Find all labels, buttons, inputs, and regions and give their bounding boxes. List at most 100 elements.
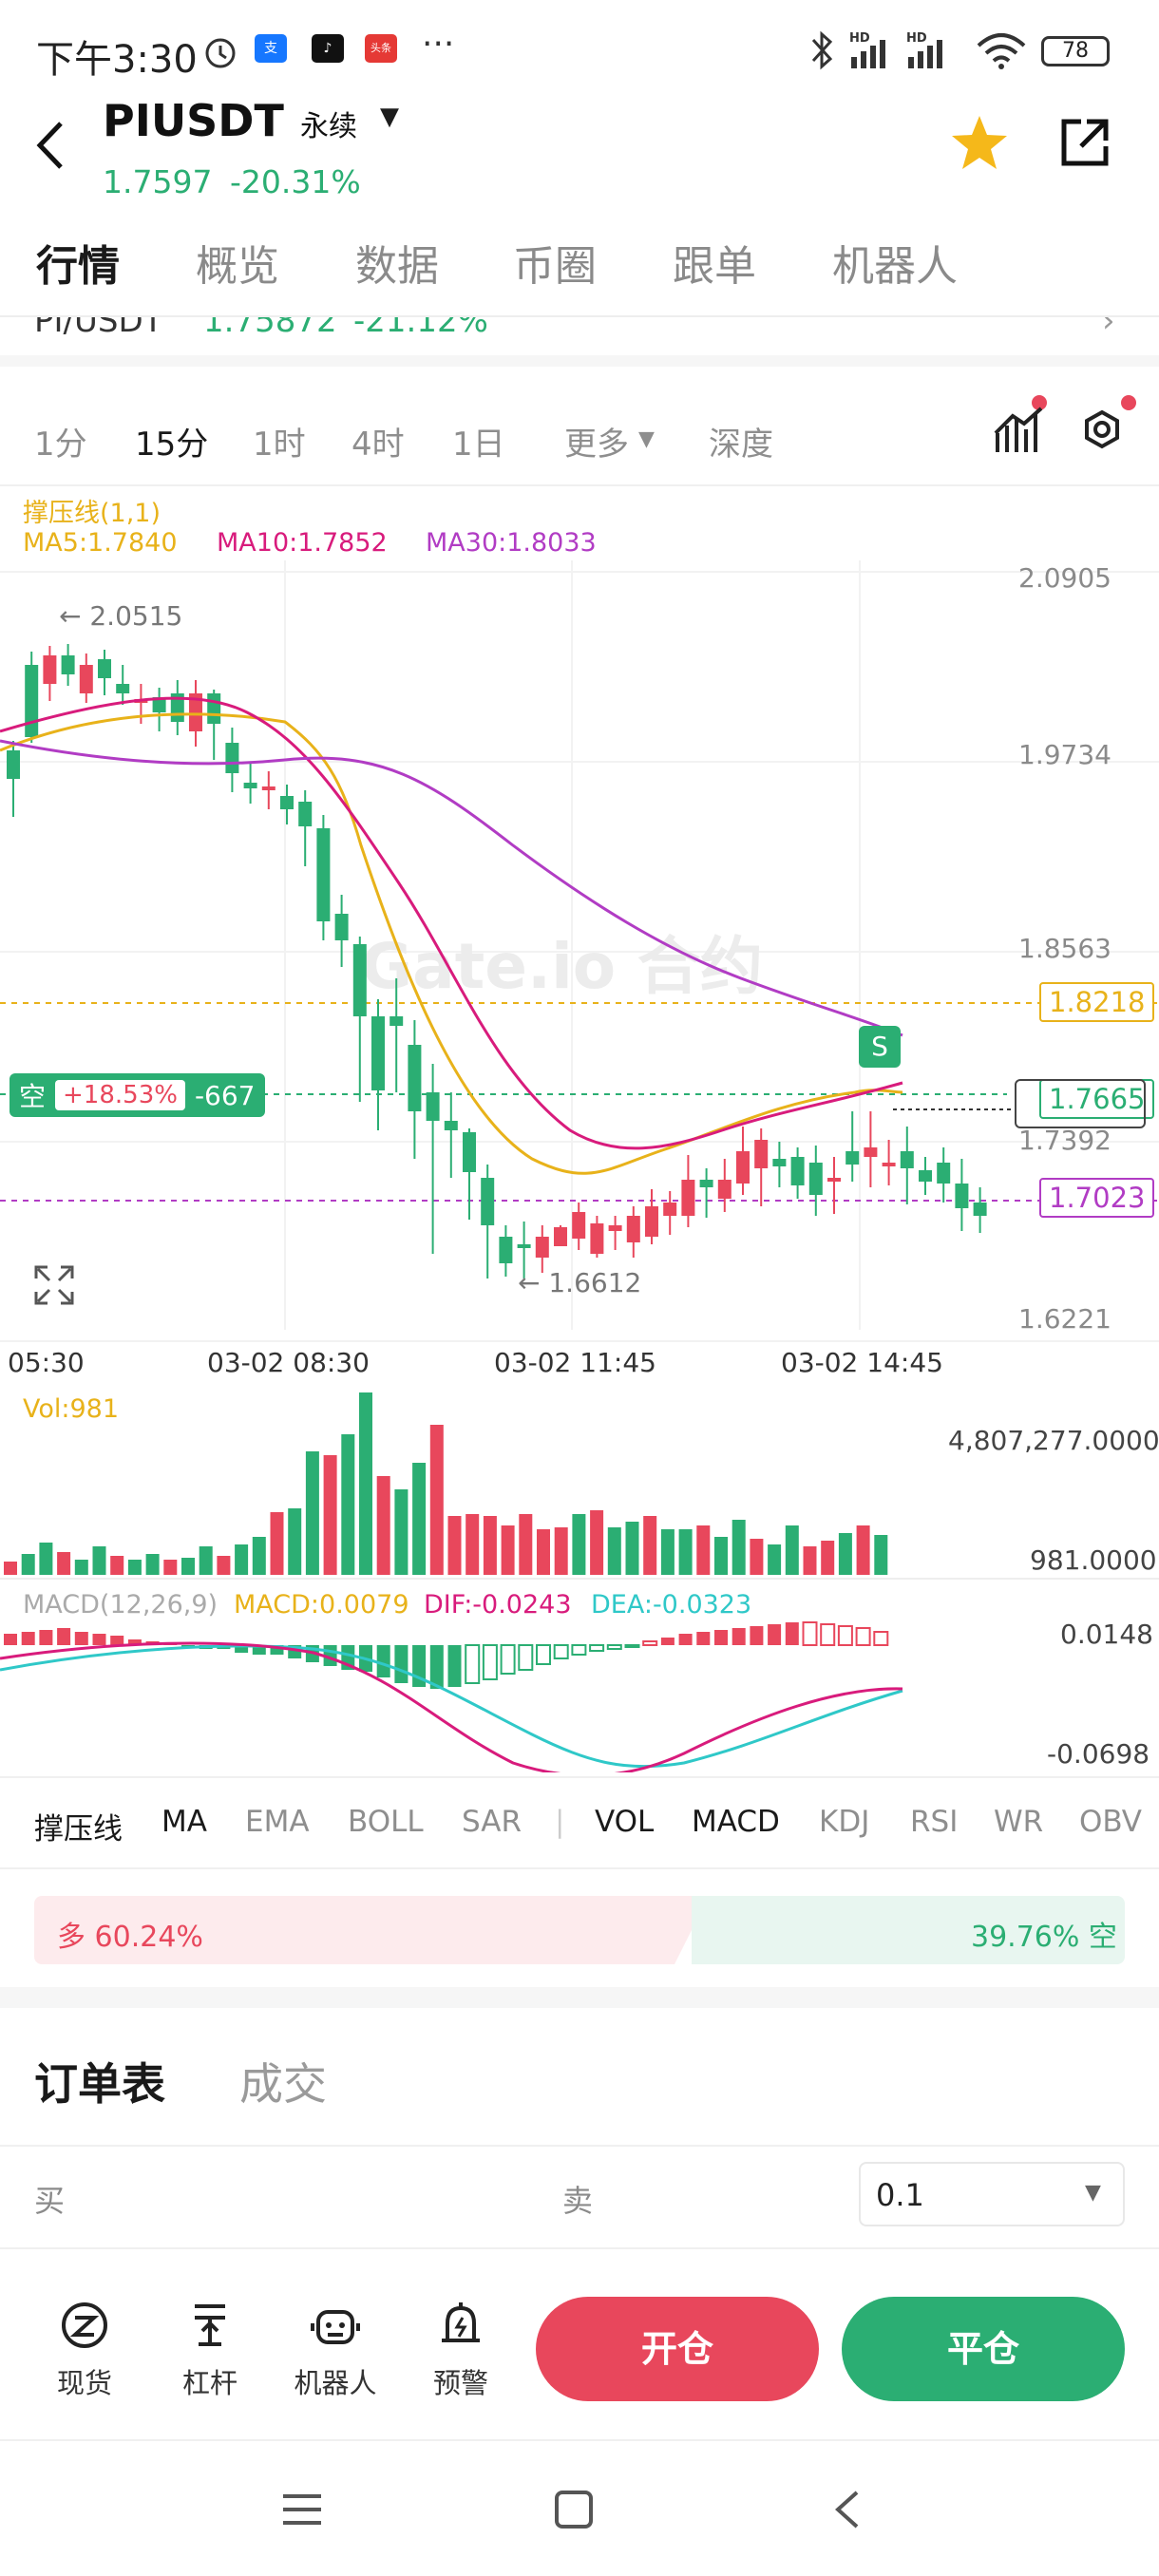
- candle-body: [371, 1016, 385, 1090]
- contract-symbol: PIUSDT: [103, 95, 284, 146]
- tiktok-icon: ♪: [312, 34, 344, 63]
- position-tag[interactable]: 空 +18.53% -667: [10, 1073, 265, 1117]
- macd-lines: [0, 1641, 903, 1772]
- depth-tab[interactable]: 深度: [709, 426, 773, 464]
- system-back-icon[interactable]: [828, 2487, 866, 2532]
- tab-bots[interactable]: 机器人: [832, 242, 958, 291]
- menu-icon[interactable]: [279, 2491, 325, 2529]
- timeframe-more[interactable]: 更多: [564, 426, 629, 464]
- ma-lines: [0, 696, 903, 1175]
- share-icon[interactable]: [1056, 114, 1113, 171]
- indicator-sar[interactable]: SAR: [462, 1805, 522, 1839]
- volume-bar: [305, 1451, 319, 1575]
- candle-body: [846, 1151, 860, 1165]
- volume-bar: [217, 1556, 231, 1575]
- spot-reference-row[interactable]: PI/USDT 1.75872 -21.12% ›: [0, 317, 1159, 346]
- volume-bar: [252, 1537, 266, 1575]
- indicator-kdj[interactable]: KDJ: [819, 1805, 870, 1839]
- countdown-box: [1015, 1079, 1146, 1128]
- section-gap: [0, 1987, 1159, 2008]
- indicator-settings-icon[interactable]: [992, 391, 1047, 458]
- macd-histogram-bar: [624, 1644, 640, 1648]
- sell-marker[interactable]: S: [859, 1026, 901, 1068]
- volume-bars: [0, 1392, 1159, 1580]
- tab-overview[interactable]: 概览: [196, 242, 279, 291]
- favorite-star-icon[interactable]: [948, 112, 1011, 175]
- volume-bar: [127, 1560, 142, 1575]
- volume-bar: [554, 1527, 568, 1575]
- indicator-rsi[interactable]: RSI: [910, 1805, 959, 1839]
- tab-community[interactable]: 币圈: [513, 242, 597, 291]
- home-icon[interactable]: [553, 2489, 595, 2530]
- indicator-boll[interactable]: BOLL: [348, 1805, 424, 1839]
- candle-group: [7, 644, 987, 1279]
- position-pnl: +18.53%: [55, 1080, 185, 1110]
- dif-line: [0, 1641, 903, 1772]
- indicator-ma[interactable]: MA: [162, 1805, 207, 1839]
- nav-alerts-label: 预警: [432, 2367, 488, 2399]
- price-axis-label: 2.0905: [1018, 562, 1112, 594]
- tab-trades[interactable]: 成交: [239, 2058, 327, 2110]
- indicator-ema[interactable]: EMA: [245, 1805, 310, 1839]
- candle-body: [717, 1180, 732, 1199]
- position-qty: -667: [194, 1079, 256, 1111]
- macd-top-label: 0.0148: [1060, 1619, 1153, 1650]
- close-position-button[interactable]: 平仓: [842, 2297, 1125, 2401]
- nav-alerts[interactable]: 预警: [408, 2299, 513, 2401]
- volume-bar: [572, 1514, 586, 1575]
- timeframe-1h[interactable]: 1时: [253, 426, 306, 464]
- nav-spot[interactable]: 现货: [32, 2299, 137, 2401]
- dea-value: DEA:-0.0323: [591, 1590, 752, 1619]
- contract-type[interactable]: 永续: [300, 110, 357, 143]
- timeframe-1m[interactable]: 1分: [34, 426, 87, 464]
- volume-bar: [856, 1525, 870, 1575]
- nav-margin[interactable]: 杠杆: [158, 2299, 262, 2401]
- volume-bar: [57, 1552, 71, 1575]
- spot-price: 1.75872: [203, 317, 337, 340]
- contract-dropdown-icon[interactable]: ▼: [380, 103, 399, 131]
- nav-bots[interactable]: 机器人: [283, 2299, 388, 2401]
- volume-macd-chart[interactable]: [0, 1392, 1159, 1772]
- indicator-vol[interactable]: VOL: [595, 1805, 655, 1839]
- tab-orderbook[interactable]: 订单表: [34, 2058, 165, 2110]
- indicator-macd[interactable]: MACD: [692, 1805, 780, 1839]
- tab-data[interactable]: 数据: [355, 242, 439, 291]
- candle-body: [334, 914, 349, 940]
- timeframe-15m[interactable]: 15分: [135, 426, 209, 464]
- macd-histogram-bar: [785, 1622, 799, 1645]
- timeframe-4h[interactable]: 4时: [352, 426, 405, 464]
- macd-histogram-bar: [750, 1626, 764, 1645]
- candle-body: [608, 1225, 622, 1231]
- wifi-icon: [977, 33, 1026, 69]
- dea-line: [0, 1644, 903, 1769]
- toutiao-icon: 头条: [365, 34, 397, 63]
- indicator-wr[interactable]: WR: [994, 1805, 1044, 1839]
- back-icon[interactable]: [28, 116, 70, 175]
- macd-histogram-bar: [429, 1645, 444, 1689]
- fullscreen-icon[interactable]: [32, 1263, 76, 1307]
- tab-market[interactable]: 行情: [36, 242, 120, 291]
- macd-histogram-bar: [518, 1644, 534, 1671]
- macd-value: MACD:0.0079: [234, 1590, 409, 1619]
- macd-histogram-bar: [447, 1645, 462, 1687]
- candle-body: [243, 783, 257, 788]
- candlestick-chart[interactable]: Gate.io 合约: [0, 560, 1159, 1396]
- volume-bar: [92, 1546, 106, 1575]
- short-ratio-bar: [692, 1896, 1125, 1964]
- price-axis-label: 1.8563: [1018, 933, 1112, 964]
- candle-body: [699, 1180, 713, 1187]
- indicator-sr-line[interactable]: 撑压线: [34, 1812, 123, 1847]
- volume-bar: [874, 1535, 888, 1575]
- precision-select[interactable]: 0.1 ▼: [859, 2162, 1125, 2226]
- volume-bar: [483, 1516, 497, 1575]
- open-position-button[interactable]: 开仓: [536, 2297, 819, 2401]
- indicator-obv[interactable]: OBV: [1079, 1805, 1142, 1839]
- timeframe-1d[interactable]: 1日: [452, 426, 505, 464]
- svg-text:HD: HD: [906, 31, 927, 46]
- chart-settings-icon[interactable]: [1075, 391, 1138, 458]
- tab-copy-trading[interactable]: 跟单: [673, 242, 756, 291]
- more-dropdown-icon[interactable]: ▼: [638, 427, 655, 451]
- volume-bar: [750, 1539, 764, 1575]
- volume-bar: [412, 1463, 427, 1575]
- volume-bar: [181, 1558, 195, 1575]
